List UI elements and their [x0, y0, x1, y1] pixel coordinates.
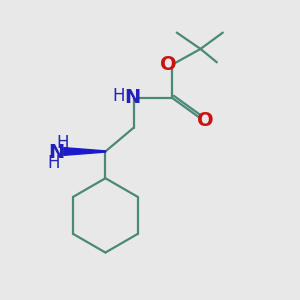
Text: N: N	[48, 143, 64, 163]
Polygon shape	[64, 148, 105, 155]
Text: N: N	[124, 88, 140, 106]
Text: H: H	[112, 87, 125, 105]
Text: O: O	[197, 111, 213, 130]
Text: H: H	[47, 154, 60, 172]
Text: O: O	[160, 55, 176, 74]
Text: H: H	[56, 134, 69, 152]
